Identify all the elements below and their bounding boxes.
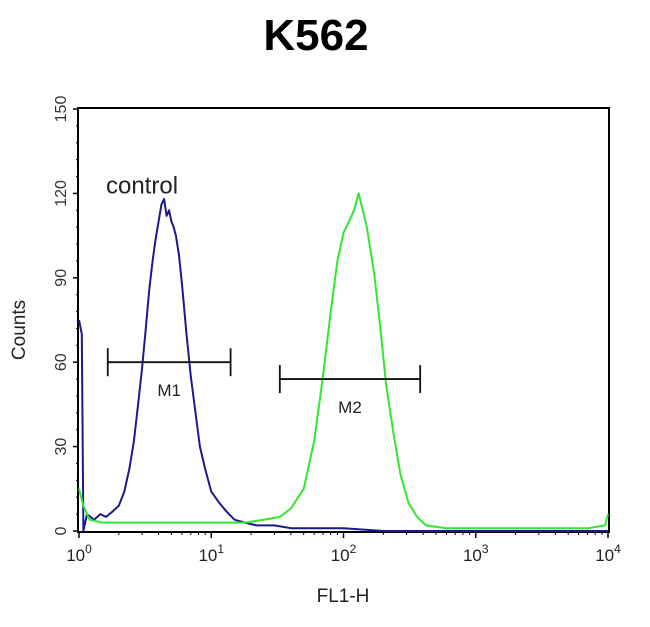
y-axis-ticks: 0 30 60 90 120 150 bbox=[53, 96, 79, 535]
y-tick-label: 150 bbox=[53, 96, 70, 123]
x-axis-ticks: 100 101 102 103 104 bbox=[66, 531, 621, 565]
x-tick-label: 104 bbox=[595, 542, 621, 565]
chart-title: K562 bbox=[263, 11, 368, 60]
series-layer bbox=[78, 192, 609, 532]
x-tick-label: 101 bbox=[198, 542, 224, 565]
x-tick-label: 100 bbox=[66, 542, 92, 565]
gate-label-m1: M1 bbox=[157, 381, 181, 400]
x-tick-label: 102 bbox=[331, 542, 357, 565]
y-tick-label: 120 bbox=[53, 180, 70, 207]
y-axis-label: Counts bbox=[9, 300, 30, 360]
histogram-series-2 bbox=[78, 192, 609, 530]
x-axis-label: FL1-H bbox=[317, 586, 370, 607]
gate-label-m2: M2 bbox=[338, 398, 362, 417]
annotations: control bbox=[106, 172, 178, 199]
y-tick-label: 30 bbox=[53, 438, 70, 456]
x-tick-label: 103 bbox=[463, 542, 489, 565]
annotation-control: control bbox=[106, 172, 178, 199]
y-tick-label: 90 bbox=[53, 269, 70, 287]
gate-markers: M1 M2 bbox=[106, 348, 422, 417]
y-tick-label: 0 bbox=[53, 526, 70, 535]
y-tick-label: 60 bbox=[53, 353, 70, 371]
histogram-series-1 bbox=[78, 198, 608, 532]
